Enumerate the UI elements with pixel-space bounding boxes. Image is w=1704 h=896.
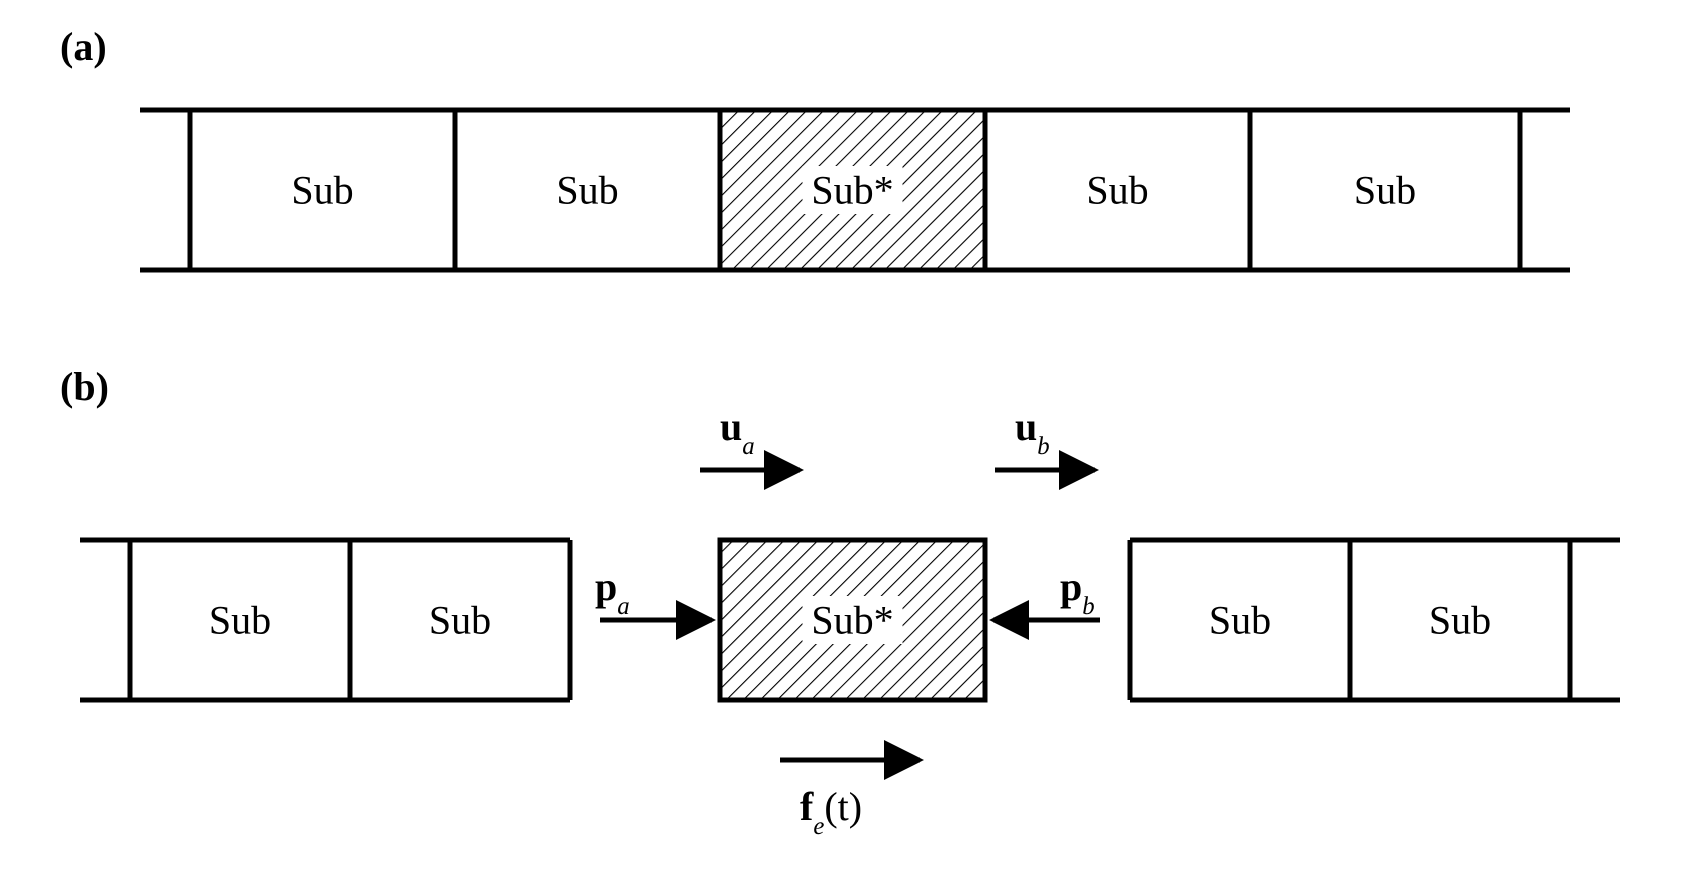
cell-label: Sub	[1354, 168, 1416, 213]
arrow-f-e: fe(t)	[780, 760, 920, 840]
cell-label: Sub	[291, 168, 353, 213]
panel-a: (a) Sub Sub Sub* Sub Sub	[60, 24, 1570, 270]
panel-b-center-cell: Sub*	[720, 540, 985, 700]
arrow-p-a: pa	[595, 564, 712, 620]
panel-b-label: (b)	[60, 364, 109, 409]
panel-a-strip: Sub Sub Sub* Sub Sub	[140, 110, 1570, 270]
figure-root: (a) Sub Sub Sub* Sub Sub (b) Sub Sub Sub*	[0, 0, 1704, 896]
arrow-label: fe(t)	[800, 784, 862, 840]
panel-b-right-cells: Sub Sub	[1130, 540, 1570, 700]
arrow-label: ua	[720, 404, 755, 460]
cell-label: Sub	[429, 598, 491, 643]
arrow-label: pa	[595, 564, 630, 620]
cell-label: Sub*	[811, 168, 893, 213]
panel-b-left-strip: Sub Sub	[80, 540, 570, 700]
cell-label: Sub	[1209, 598, 1271, 643]
panel-a-label: (a)	[60, 24, 107, 69]
panel-b-right-strip: Sub Sub	[1130, 540, 1620, 700]
arrow-label: ub	[1015, 404, 1050, 460]
cell-label: Sub*	[811, 598, 893, 643]
cell-label: Sub	[556, 168, 618, 213]
arrow-label: pb	[1060, 564, 1095, 620]
arrow-p-b: pb	[993, 564, 1100, 620]
arrow-u-b: ub	[995, 404, 1095, 470]
cell-label: Sub	[209, 598, 271, 643]
arrow-u-a: ua	[700, 404, 800, 470]
cell-label: Sub	[1429, 598, 1491, 643]
cell-label: Sub	[1086, 168, 1148, 213]
panel-a-cells: Sub Sub Sub* Sub Sub	[190, 110, 1520, 270]
panel-b: (b) Sub Sub Sub* Sub Sub ua ub pa pb fe(t)	[60, 364, 1620, 840]
panel-b-left-cells: Sub Sub	[130, 540, 570, 700]
